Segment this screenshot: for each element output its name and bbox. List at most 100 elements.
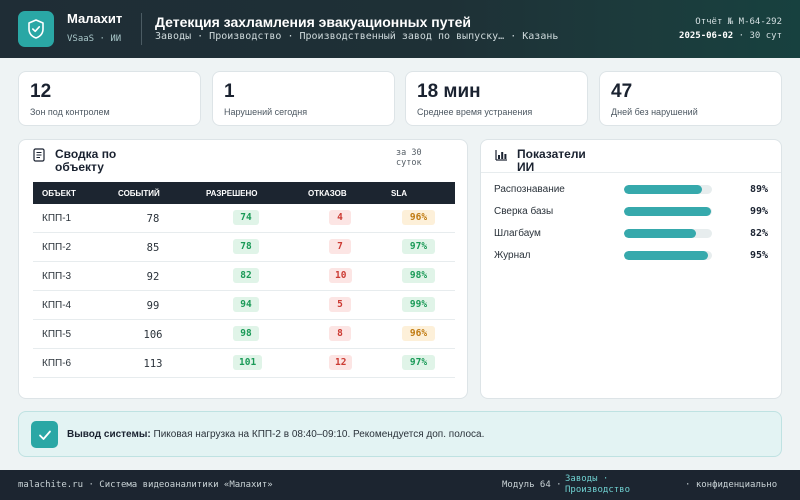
metric-bar-fill [624,207,712,216]
metric-bar-fill [624,229,697,238]
metric-bar-fill [624,251,708,260]
shield-check-icon [28,19,44,39]
conclusion-badge [31,421,58,448]
sla-badge: 97% [402,355,435,370]
brand-subtitle: VSaaS · ИИ [67,34,122,44]
metric-label: Журнал [494,250,531,261]
kpi-value: 47 [611,81,633,102]
table-row[interactable]: КПП-3 92 82 10 98% [33,262,455,291]
conclusion-text: Вывод системы: Пиковая нагрузка на КПП-2… [67,428,497,442]
row-object: КПП-6 [42,358,72,369]
sla-badge: 97% [402,239,435,254]
row-events: 85 [146,242,160,254]
logo[interactable] [18,11,54,47]
denied-badge: 5 [329,297,351,312]
check-icon [38,430,51,440]
report-info: Отчёт № M-64-292 2025-06-02 · 30 сут [652,15,782,43]
kpi-label: Нарушений сегодня [224,107,308,117]
report-period: · 30 сут [738,31,782,41]
conclusion-label: Вывод системы: [67,429,151,440]
brand-name: Малахит [67,11,123,26]
kpi-value: 12 [30,81,52,102]
table-row[interactable]: КПП-6 113 101 12 97% [33,349,455,378]
kpi-label: Зон под контролем [30,107,110,117]
row-object: КПП-4 [42,300,72,311]
allowed-badge: 98 [233,326,259,341]
table-header: ОБЪЕКТ СОБЫТИЙ РАЗРЕШЕНО ОТКАЗОВ SLA [33,182,455,204]
page-title: Детекция захламления эвакуационных путей [155,14,471,30]
sla-badge: 96% [402,210,435,225]
row-events: 99 [146,300,160,312]
col-object[interactable]: ОБЪЕКТ [42,189,76,198]
kpi-card-violations: 1 Нарушений сегодня [212,71,395,126]
col-allowed[interactable]: РАЗРЕШЕНО [206,189,258,198]
system-conclusion: Вывод системы: Пиковая нагрузка на КПП-2… [18,411,782,457]
col-sla[interactable]: SLA [391,189,407,198]
footer-confidential: · конфиденциально [685,480,778,490]
metric-bar [624,207,712,216]
denied-badge: 4 [329,210,351,225]
sla-badge: 98% [402,268,435,283]
allowed-badge: 94 [233,297,259,312]
row-events: 78 [146,213,160,225]
sla-badge: 99% [402,297,435,312]
denied-badge: 12 [329,355,353,370]
table-row[interactable]: КПП-5 106 98 8 96% [33,320,455,349]
denied-badge: 10 [329,268,353,283]
col-denied[interactable]: ОТКАЗОВ [308,189,347,198]
kpi-card-days-clean: 47 Дней без нарушений [599,71,782,126]
row-object: КПП-3 [42,271,72,282]
metric-bar [624,185,712,194]
row-object: КПП-2 [42,242,72,253]
report-number: Отчёт № M-64-292 [695,17,782,27]
breadcrumb[interactable]: Заводы · Производство · Производственный… [155,31,559,42]
kpi-value: 18 мин [417,81,481,102]
metric-label: Распознавание [494,184,565,195]
app-header: Малахит VSaaS · ИИ Детекция захламления … [0,0,800,58]
document-icon [33,148,45,162]
table-row[interactable]: КПП-4 99 94 5 99% [33,291,455,320]
allowed-badge: 101 [233,355,263,370]
row-events: 106 [143,329,163,341]
metric-value: 89% [749,184,768,195]
ai-metrics-panel [480,139,782,399]
metric-bar [624,229,712,238]
denied-badge: 8 [329,326,351,341]
kpi-card-resolve-time: 18 мин Среднее время устранения [405,71,588,126]
metric-value: 99% [749,206,768,217]
table-row[interactable]: КПП-1 78 74 4 96% [33,204,455,233]
header-divider [141,13,142,45]
report-date: 2025-06-02 [679,31,734,41]
row-object: КПП-5 [42,329,72,340]
metric-bar [624,251,712,260]
allowed-badge: 74 [233,210,259,225]
kpi-card-zones: 12 Зон под контролем [18,71,201,126]
kpi-value: 1 [224,81,235,102]
footer-link[interactable]: Заводы · Производство [565,474,631,495]
ai-metrics-title: Показатели ИИ [517,147,586,174]
summary-period: за 30 суток [396,148,422,168]
report-date-line: 2025-06-02 · 30 сут [652,29,782,43]
app-footer: malachite.ru · Система видеоаналитики «М… [0,470,800,500]
kpi-label: Дней без нарушений [611,107,698,117]
allowed-badge: 82 [233,268,259,283]
conclusion-message: Пиковая нагрузка на КПП-2 в 08:40–09:10.… [153,429,485,440]
metric-value: 82% [749,228,768,239]
kpi-label: Среднее время устранения [417,107,533,117]
metric-value: 95% [749,250,768,261]
bar-chart-icon [495,150,507,161]
summary-title: Сводка по объекту [55,147,117,174]
row-events: 92 [146,271,160,283]
metric-label: Шлагбаум [494,228,541,239]
footer-module: Модуль 64 · [502,480,562,490]
col-events[interactable]: СОБЫТИЙ [118,189,160,198]
table-row[interactable]: КПП-2 85 78 7 97% [33,233,455,262]
metric-label: Сверка базы [494,206,554,217]
row-object: КПП-1 [42,213,72,224]
metric-bar-fill [624,185,703,194]
denied-badge: 7 [329,239,351,254]
footer-site[interactable]: malachite.ru · Система видеоаналитики «М… [18,480,273,490]
sla-badge: 96% [402,326,435,341]
allowed-badge: 78 [233,239,259,254]
row-events: 113 [143,358,163,370]
